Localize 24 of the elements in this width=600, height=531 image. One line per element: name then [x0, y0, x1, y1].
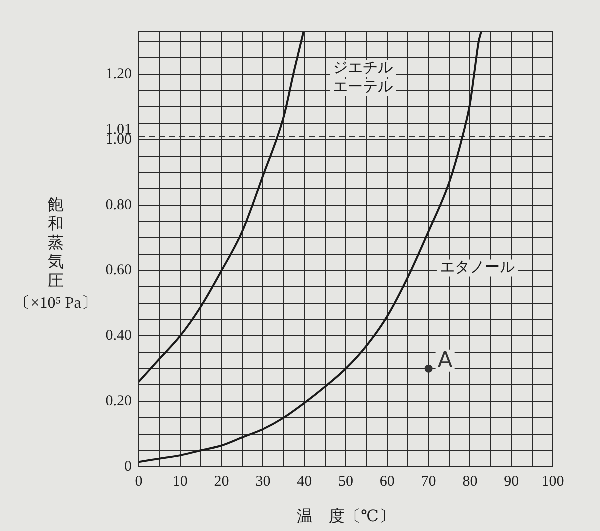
x-tick-label: 40 — [297, 474, 312, 490]
x-tick-label: 50 — [338, 474, 354, 490]
text: ジエチルエーテル — [333, 60, 394, 96]
y-tick-label: 0.20 — [106, 394, 132, 410]
x-tick-label: 80 — [462, 474, 478, 490]
annotation: A — [438, 348, 453, 374]
x-tick-label: 90 — [504, 474, 520, 490]
x-tick-label: 0 — [135, 474, 143, 490]
y-tick-label: 1.20 — [106, 66, 132, 82]
x-tick-label: 30 — [256, 474, 271, 490]
x-axis-title: 温 度〔℃〕 — [297, 508, 395, 526]
y-tick-label: 0.60 — [106, 262, 132, 279]
x-tick-label: 10 — [172, 474, 188, 490]
x-tick-label: 100 — [542, 474, 564, 490]
y-tick-label: 0 — [124, 458, 132, 475]
y-tick-label: 0.40 — [106, 328, 132, 344]
series-label: エタノール — [440, 260, 515, 276]
y-tick-label: 0.80 — [106, 197, 132, 214]
y-axis-title: 飽和蒸気圧〔×10⁵ Pa〕 — [14, 196, 98, 314]
x-tick-label: 60 — [380, 474, 395, 490]
x-tick-label: 20 — [214, 474, 230, 490]
line-series — [139, 32, 482, 464]
x-tick-label: 70 — [421, 474, 436, 490]
line-series — [139, 32, 305, 383]
